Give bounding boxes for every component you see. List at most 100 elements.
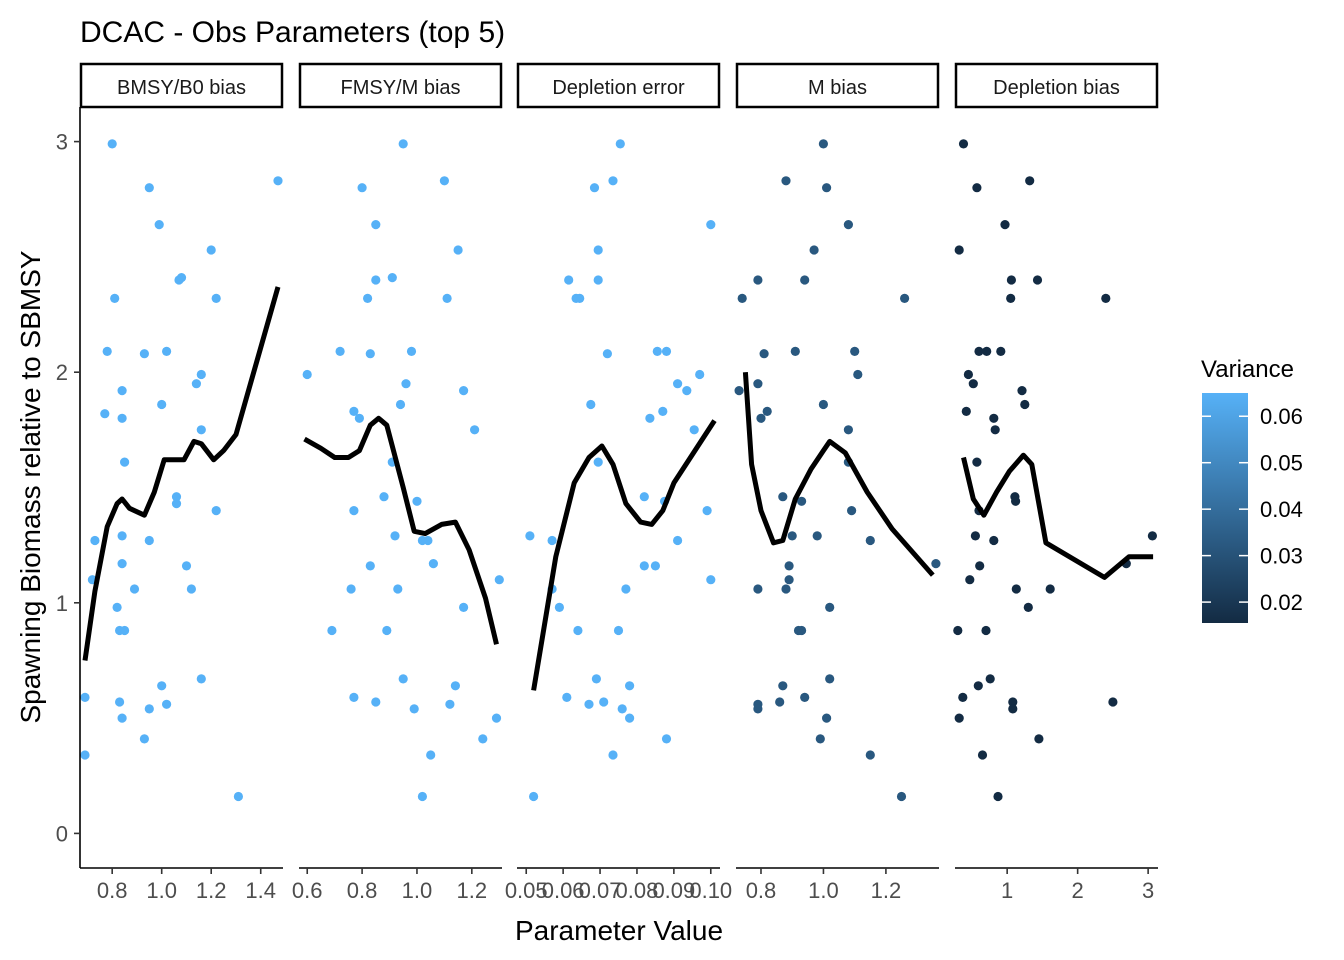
x-tick-label: 1.0	[146, 878, 177, 903]
data-point	[734, 386, 744, 396]
data-point	[993, 791, 1003, 802]
data-point	[196, 425, 206, 435]
data-point	[211, 506, 221, 516]
data-point	[682, 386, 692, 396]
data-point	[365, 349, 375, 359]
data-point	[335, 346, 345, 356]
data-point	[615, 139, 625, 149]
data-point	[393, 584, 403, 594]
data-point	[963, 369, 974, 380]
data-point	[822, 713, 832, 723]
data-point	[989, 413, 999, 423]
data-point	[800, 692, 810, 703]
data-point	[593, 275, 603, 285]
legend-title: Variance	[1201, 356, 1294, 383]
strip-label: BMSY/B0 bias	[117, 77, 246, 99]
data-point	[652, 346, 662, 356]
data-point	[453, 245, 463, 255]
smooth-line	[531, 419, 717, 691]
panel-2: FMSY/M bias 0.6 0.8 1.0 1.2	[292, 62, 504, 903]
data-point	[865, 750, 875, 760]
panel-3: Depletion error 0.050.060.070.080.090.10	[505, 62, 732, 903]
data-point	[157, 399, 167, 410]
data-point	[584, 699, 594, 709]
chart-title: DCAC - Obs Parameters (top 5)	[80, 16, 505, 49]
data-point	[608, 176, 618, 186]
x-tick-label: 1.0	[808, 878, 839, 903]
data-point	[970, 531, 981, 541]
x-tick-label: 2	[1072, 878, 1084, 903]
data-point	[365, 561, 375, 571]
data-point	[564, 275, 574, 285]
data-point	[371, 220, 381, 230]
data-point	[1101, 293, 1111, 303]
data-point	[191, 379, 201, 389]
data-point	[398, 674, 408, 684]
y-tick-label: 0	[56, 821, 68, 846]
data-point	[762, 406, 772, 416]
data-point	[989, 535, 999, 546]
data-point	[174, 275, 184, 285]
data-point	[1006, 293, 1016, 303]
smooth-line	[82, 286, 281, 661]
colorbar-label: 0.06	[1260, 404, 1303, 429]
data-point	[843, 220, 854, 230]
x-tick-label: 1	[1001, 878, 1013, 903]
data-point	[110, 293, 120, 303]
data-point	[658, 406, 668, 416]
data-point	[706, 220, 716, 230]
data-point	[968, 379, 978, 389]
strip-label: Depletion bias	[993, 77, 1120, 99]
strip-box	[954, 62, 1159, 109]
data-point	[196, 369, 206, 380]
strip-box	[298, 62, 503, 109]
data-point	[818, 139, 829, 149]
data-point	[865, 535, 875, 546]
data-point	[673, 379, 683, 389]
data-point	[171, 492, 182, 502]
data-point	[450, 681, 460, 691]
data-point	[349, 406, 359, 416]
data-point	[825, 674, 835, 684]
x-tick-label: 1.2	[457, 878, 488, 903]
data-point	[621, 584, 631, 594]
data-point	[547, 535, 557, 546]
data-point	[797, 625, 807, 636]
data-point	[562, 692, 572, 703]
data-point	[139, 734, 149, 744]
smooth-line	[303, 415, 499, 645]
data-point	[625, 681, 635, 691]
data-point	[1025, 176, 1035, 186]
data-point	[186, 584, 196, 594]
data-point	[954, 713, 964, 723]
data-point	[981, 625, 991, 636]
colorbar-label: 0.02	[1260, 590, 1303, 615]
data-point	[417, 791, 427, 802]
data-point	[1008, 697, 1018, 707]
data-point	[974, 346, 984, 356]
data-point	[112, 602, 122, 613]
data-point	[982, 346, 992, 356]
data-point	[591, 674, 602, 684]
colorbar	[1202, 393, 1248, 623]
x-tick-label: 0.8	[347, 878, 378, 903]
data-point	[398, 139, 408, 149]
data-point	[423, 535, 433, 546]
data-point	[900, 293, 910, 303]
data-point	[702, 506, 712, 516]
data-point	[972, 457, 982, 467]
data-point	[211, 293, 221, 303]
data-point	[120, 457, 130, 467]
data-point	[181, 561, 192, 571]
data-point	[206, 245, 216, 255]
x-tick-label: 1.2	[196, 878, 227, 903]
data-point	[608, 750, 618, 760]
data-point	[529, 791, 539, 802]
data-point	[412, 496, 422, 506]
data-point	[853, 369, 863, 380]
data-point	[1008, 704, 1018, 714]
data-point	[102, 346, 112, 356]
data-point	[781, 584, 791, 594]
x-tick-label: 0.8	[97, 878, 128, 903]
